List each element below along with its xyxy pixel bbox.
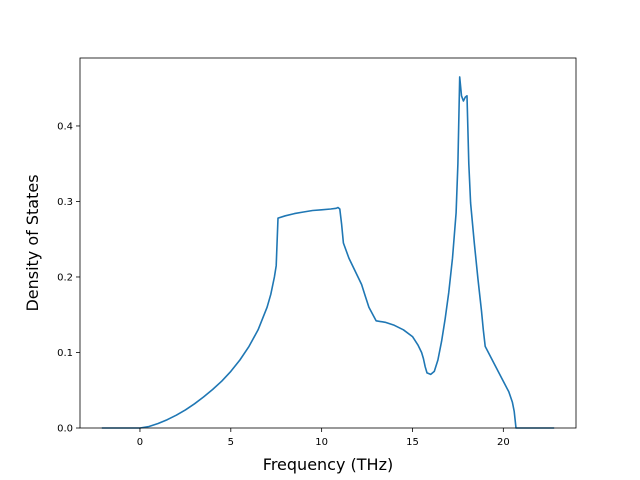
- x-tick-label: 0: [137, 437, 143, 448]
- y-axis-ticks: 0.0 0.1 0.2 0.3 0.4: [57, 121, 80, 435]
- y-tick-label: 0.2: [57, 272, 73, 283]
- y-tick-label: 0.3: [57, 197, 73, 208]
- axes-frame: [79, 57, 577, 429]
- y-axis-label: Density of States: [23, 174, 42, 311]
- y-tick-label: 0.0: [57, 424, 73, 435]
- y-tick-label: 0.1: [57, 348, 73, 359]
- y-tick-label: 0.4: [57, 121, 73, 132]
- x-tick-label: 15: [406, 437, 419, 448]
- x-tick-label: 5: [228, 437, 234, 448]
- dos-series-line: [101, 76, 555, 429]
- plot-area: [80, 58, 576, 428]
- x-tick-label: 20: [497, 437, 510, 448]
- x-axis-ticks: 0 5 10 15 20: [137, 428, 510, 448]
- x-axis-label: Frequency (THz): [263, 455, 393, 474]
- x-tick-label: 10: [315, 437, 328, 448]
